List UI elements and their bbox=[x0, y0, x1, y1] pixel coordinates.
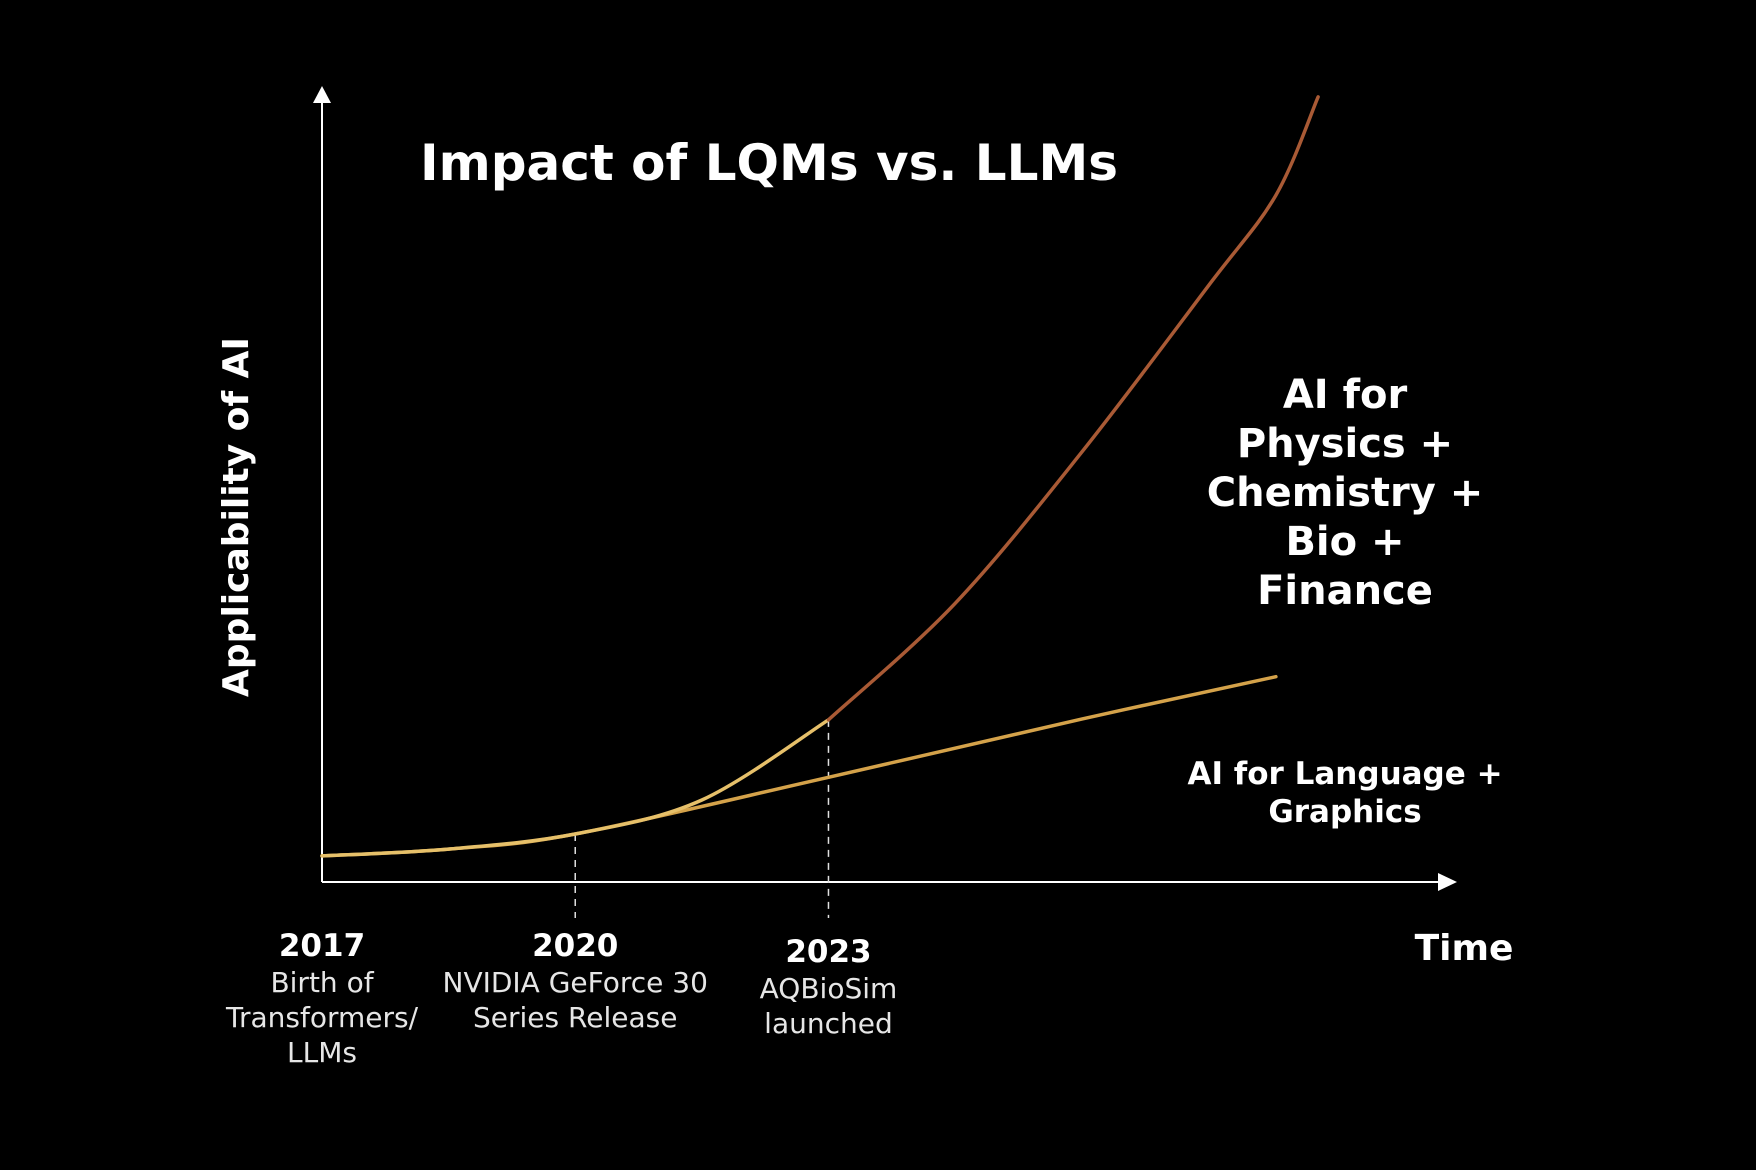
x-axis-label: Time bbox=[1415, 928, 1514, 969]
chart-title: Impact of LQMs vs. LLMs bbox=[420, 134, 1118, 192]
tick-caption-2017: LLMs bbox=[287, 1036, 357, 1069]
axes bbox=[313, 86, 1457, 891]
tick-caption-2020: Series Release bbox=[473, 1001, 677, 1034]
tick-caption-2023: launched bbox=[764, 1007, 893, 1040]
tick-caption-2017: Transformers/ bbox=[225, 1001, 419, 1034]
series-line-ai-for-physics-chemistry-bio-finance bbox=[826, 95, 1320, 722]
series-label-physics: Chemistry + bbox=[1207, 470, 1484, 516]
tick-caption-2017: Birth of bbox=[270, 966, 374, 999]
tick-caption-2023: AQBioSim bbox=[760, 972, 898, 1005]
series-label-language: AI for Language + bbox=[1187, 756, 1502, 792]
tick-year-2023: 2023 bbox=[785, 934, 871, 970]
guide-lines bbox=[574, 719, 830, 918]
series-layer bbox=[320, 95, 1320, 858]
series-line-ai-for-physics-chemistry-bio-finance-pre bbox=[320, 718, 831, 858]
series-line-ai-for-language-graphics bbox=[320, 674, 1278, 858]
y-axis-label: Applicability of AI bbox=[216, 337, 257, 697]
x-axis-arrow bbox=[1438, 873, 1457, 891]
series-label-language: Graphics bbox=[1268, 794, 1421, 830]
series-label-physics: Bio + bbox=[1285, 519, 1404, 565]
tick-year-2020: 2020 bbox=[532, 928, 618, 964]
series-label-physics: Finance bbox=[1257, 568, 1433, 614]
y-axis-arrow bbox=[313, 86, 331, 103]
series-label-physics: AI for bbox=[1283, 372, 1408, 418]
series-label-physics: Physics + bbox=[1237, 421, 1453, 467]
tick-caption-2020: NVIDIA GeForce 30 bbox=[443, 966, 708, 999]
tick-year-2017: 2017 bbox=[279, 928, 365, 964]
